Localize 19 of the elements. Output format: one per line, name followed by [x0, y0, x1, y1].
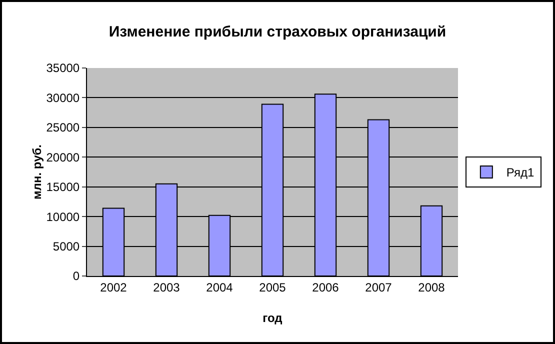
x-tick-label: 2004 [206, 280, 234, 294]
x-tick-label: 2006 [312, 280, 340, 294]
x-tick-label: 2008 [418, 280, 446, 294]
y-tick-label: 5000 [52, 239, 80, 254]
y-tick-label: 10000 [46, 210, 80, 224]
chart-title: Изменение прибыли страховых организаций [108, 23, 446, 40]
x-axis-title: год [262, 311, 283, 325]
x-tick-label: 2007 [365, 280, 392, 294]
x-tick-label: 2005 [259, 280, 286, 294]
y-tick-label: 30000 [46, 90, 80, 105]
y-tick-label: 25000 [46, 120, 80, 135]
x-tick-label: 2003 [153, 280, 180, 294]
y-tick-label: 15000 [46, 180, 80, 194]
y-axis-title: млн. руб. [30, 144, 44, 200]
legend-label: Ряд1 [506, 166, 535, 180]
y-tick-label: 35000 [46, 61, 80, 76]
y-tick-label: 0 [72, 269, 80, 284]
y-tick-label: 20000 [46, 150, 80, 164]
x-tick-label: 2002 [100, 280, 128, 294]
